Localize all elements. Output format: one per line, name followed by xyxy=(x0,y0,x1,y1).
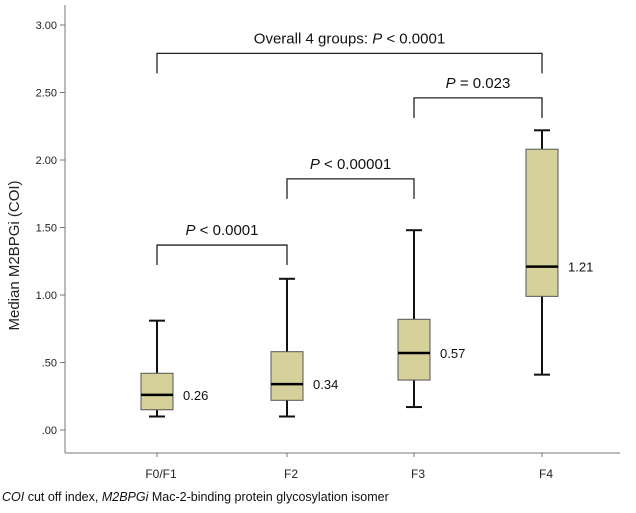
median-label: 1.21 xyxy=(568,260,593,275)
y-tick-label: 2.50 xyxy=(36,88,57,100)
bracket-line xyxy=(156,244,288,266)
x-tick-label: F4 xyxy=(539,467,553,481)
p-value-label: P = 0.023 xyxy=(446,75,511,92)
y-tick-label: 3.00 xyxy=(36,20,57,32)
significance-bracket: Overall 4 groups: P < 0.0001 xyxy=(156,30,543,74)
y-tick-label: 1.00 xyxy=(36,290,57,302)
bracket-line xyxy=(413,97,543,118)
bracket-line xyxy=(286,178,415,199)
iqr-box xyxy=(525,148,559,297)
x-tick-label: F3 xyxy=(411,467,425,481)
iqr-box xyxy=(270,351,304,401)
p-value-label: P < 0.0001 xyxy=(186,222,259,239)
x-tick-label: F0/F1 xyxy=(145,467,177,481)
median-label: 0.34 xyxy=(313,377,338,392)
y-tick-label: 2.00 xyxy=(36,155,57,167)
box-f3: 0.57 xyxy=(397,229,465,409)
iqr-box xyxy=(397,318,431,381)
y-tick-label: 1.50 xyxy=(36,223,57,235)
y-tick-label: .50 xyxy=(42,358,57,370)
box-f4: 1.21 xyxy=(525,129,593,376)
median-label: 0.26 xyxy=(183,388,208,403)
p-value-label: P < 0.00001 xyxy=(310,156,391,173)
y-tick-label: .00 xyxy=(42,425,57,437)
bracket-line xyxy=(156,52,543,74)
figure-caption: COI cut off index, M2BPGi Mac-2-binding … xyxy=(2,490,389,504)
significance-bracket: P = 0.023 xyxy=(413,75,543,118)
x-tick-label: F2 xyxy=(284,467,298,481)
box-f2: 0.34 xyxy=(270,277,338,418)
caption-def-m2bpgi: Mac-2-binding protein glycosylation isom… xyxy=(148,490,389,504)
caption-abbr-m2bpgi: M2BPGi xyxy=(101,490,149,504)
significance-bracket: P < 0.00001 xyxy=(286,156,415,199)
median-label: 0.57 xyxy=(440,346,465,361)
box-f0-f1: 0.26 xyxy=(140,319,208,418)
caption-abbr-coi: COI xyxy=(2,490,25,504)
caption-def-coi: cut off index, xyxy=(24,490,102,504)
y-axis-label: Median M2BPGi (COI) xyxy=(6,180,23,330)
p-value-label: Overall 4 groups: P < 0.0001 xyxy=(254,30,445,47)
iqr-box xyxy=(140,372,174,411)
significance-bracket: P < 0.0001 xyxy=(156,222,288,266)
